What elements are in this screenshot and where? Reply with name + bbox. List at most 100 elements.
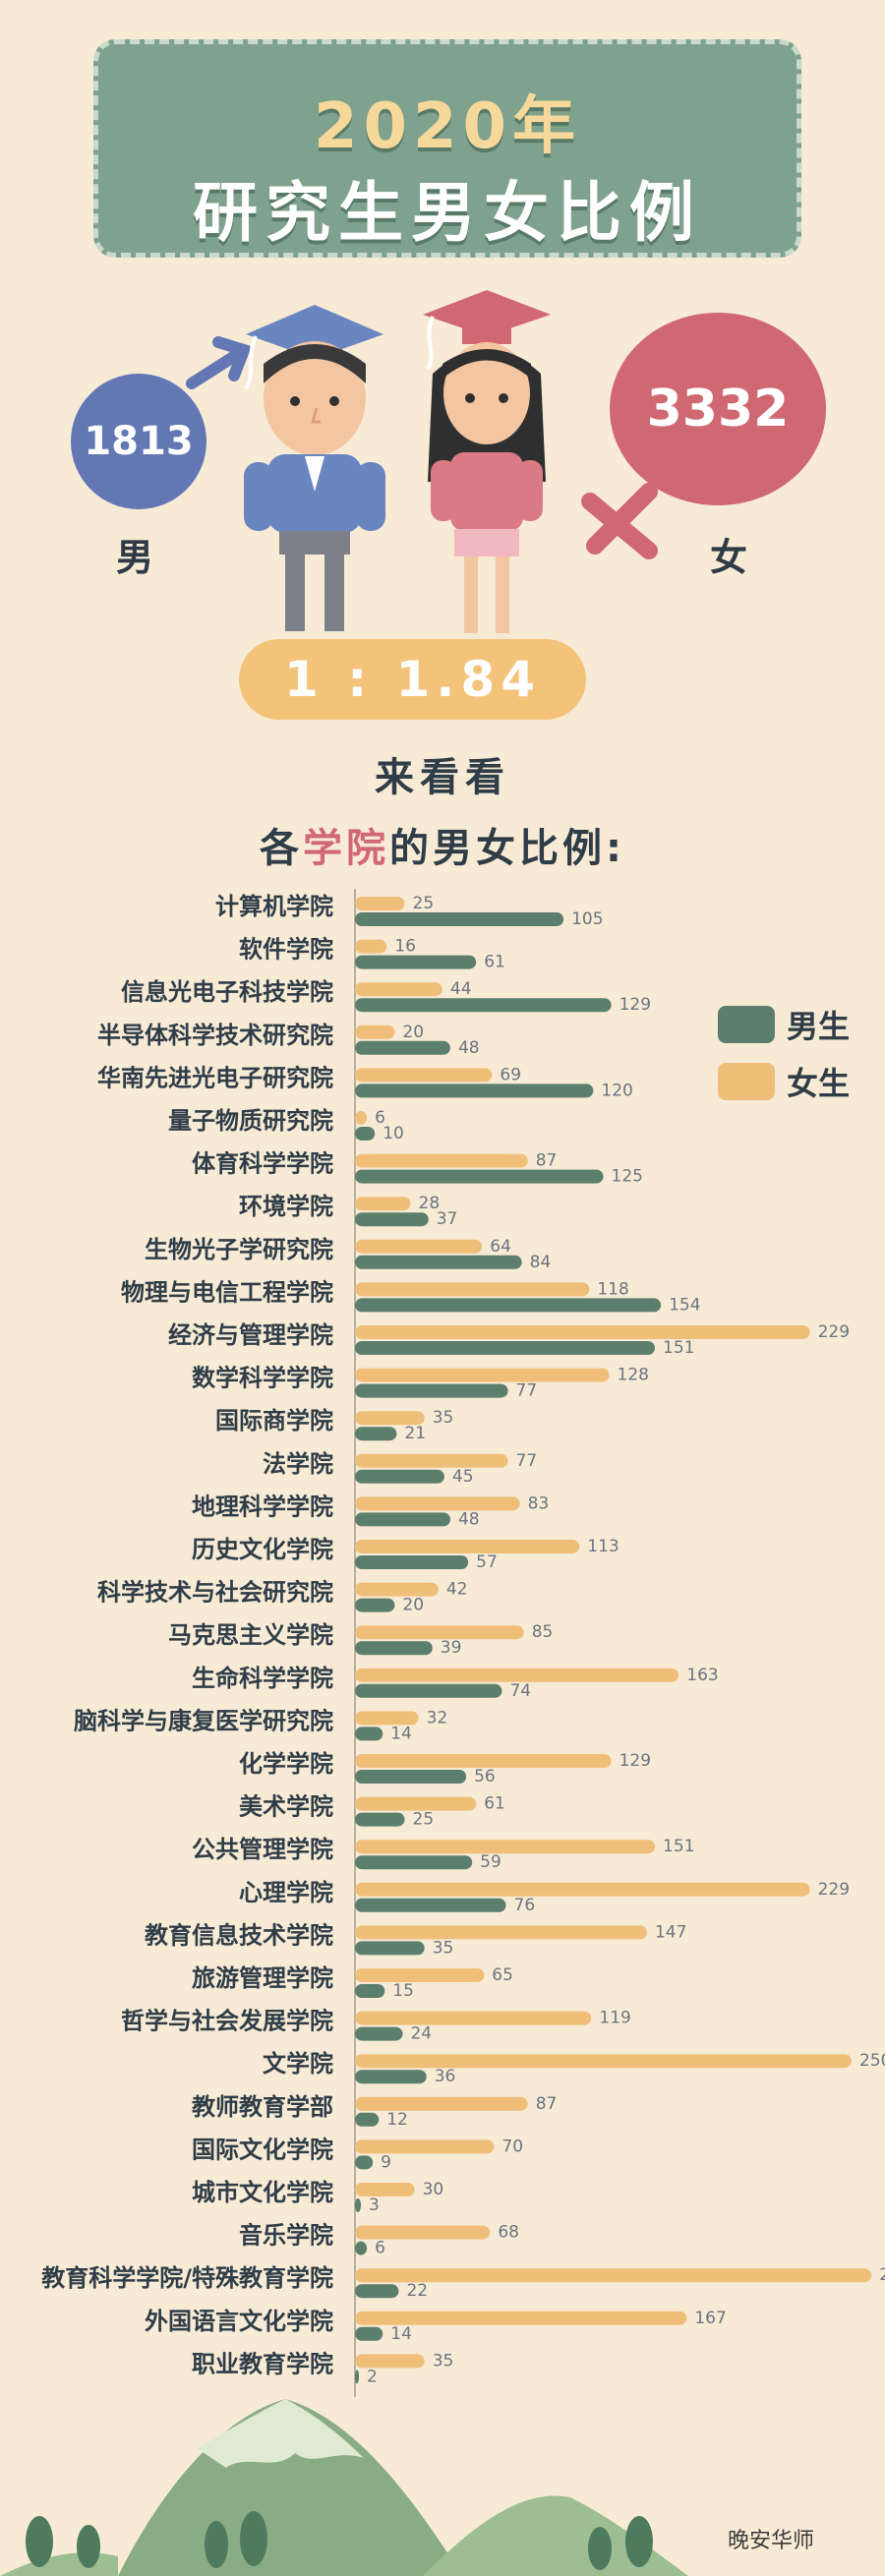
value-label-female: 35 <box>433 1408 454 1428</box>
category-label: 公共管理学院 <box>192 1836 333 1863</box>
category-label: 教育信息技术学院 <box>145 1921 333 1949</box>
value-label-male: 154 <box>669 1295 700 1315</box>
category-label: 美术学院 <box>239 1793 333 1821</box>
legend-swatch-male <box>718 1006 775 1043</box>
bar-male <box>355 1941 425 1956</box>
value-label-male: 57 <box>476 1552 498 1572</box>
value-label-female: 61 <box>484 1794 505 1814</box>
category-label: 生命科学学院 <box>192 1665 333 1692</box>
category-label: 马克思主义学院 <box>168 1621 333 1649</box>
subtitle-pre: 各 <box>260 826 303 871</box>
value-label-female: 77 <box>516 1451 538 1471</box>
value-label-female: 163 <box>686 1666 718 1685</box>
bar-female <box>355 2054 852 2069</box>
bar-male <box>355 1555 469 1569</box>
legend-swatch-female <box>718 1063 775 1100</box>
bar-male <box>355 1427 397 1441</box>
category-label: 法学院 <box>263 1450 333 1478</box>
category-label: 化学学院 <box>239 1750 333 1778</box>
bar-male <box>355 2155 374 2170</box>
category-label: 半导体科学技术研究院 <box>97 1022 333 1049</box>
bar-female <box>355 1668 679 1682</box>
category-label: 心理学院 <box>239 1879 333 1906</box>
value-label-female: 151 <box>663 1837 694 1856</box>
category-label: 国际文化学院 <box>192 2136 333 2163</box>
bar-male <box>355 2241 368 2255</box>
value-label-female: 250 <box>859 2051 885 2071</box>
category-label: 物理与电信工程学院 <box>121 1278 333 1306</box>
value-label-female: 260 <box>879 2265 885 2285</box>
bar-female <box>355 1968 485 1982</box>
value-label-female: 16 <box>394 937 416 957</box>
bar-female <box>355 1625 524 1640</box>
male-label: 男 <box>116 536 154 579</box>
category-label: 教育科学学院/特殊教育学院 <box>41 2264 333 2292</box>
value-label-female: 119 <box>599 2009 630 2028</box>
value-label-female: 85 <box>532 1622 554 1642</box>
value-label-female: 20 <box>402 1023 424 1042</box>
female-label: 女 <box>710 536 748 579</box>
bar-male <box>355 998 612 1013</box>
subtitle-line1: 来看看 <box>375 755 510 800</box>
category-label: 华南先进光电子研究院 <box>97 1064 333 1091</box>
value-label-male: 84 <box>530 1253 552 1272</box>
category-label: 哲学与社会发展学院 <box>121 2008 333 2035</box>
bar-female <box>355 1282 590 1297</box>
value-label-male: 48 <box>458 1509 480 1529</box>
bar-male <box>355 955 477 969</box>
value-label-male: 129 <box>620 995 651 1015</box>
value-label-female: 32 <box>427 1708 448 1727</box>
value-label-female: 229 <box>818 1880 850 1900</box>
value-label-female: 42 <box>446 1580 468 1600</box>
bar-male <box>355 1984 385 1998</box>
value-label-male: 21 <box>404 1424 426 1443</box>
bar-male <box>355 1040 450 1055</box>
bar-female <box>355 1754 612 1768</box>
category-label: 数学科学学院 <box>192 1365 333 1392</box>
category-label: 教师教育学部 <box>192 2093 333 2121</box>
value-label-male: 24 <box>410 2024 432 2044</box>
bar-male <box>355 1812 405 1827</box>
value-label-male: 120 <box>601 1081 632 1100</box>
ratio-badge: 1 : 1.84 <box>239 639 586 720</box>
girl-figure-icon <box>423 290 551 633</box>
category-label: 经济与管理学院 <box>168 1321 333 1349</box>
value-label-female: 229 <box>818 1322 850 1342</box>
value-label-female: 30 <box>423 2180 444 2199</box>
bar-male <box>355 1512 450 1527</box>
bar-male <box>355 1683 502 1698</box>
legend-item-female: 女生 <box>718 1060 850 1103</box>
bar-female <box>355 1711 419 1726</box>
bar-male <box>355 1469 444 1484</box>
bar-female <box>355 1325 810 1339</box>
category-label: 历史文化学院 <box>192 1536 333 1563</box>
bar-female <box>355 1068 493 1083</box>
category-label: 科学技术与社会研究院 <box>97 1579 333 1607</box>
value-label-female: 44 <box>450 979 472 999</box>
value-label-male: 45 <box>452 1467 474 1487</box>
bar-female <box>355 1153 528 1168</box>
value-label-male: 10 <box>383 1124 404 1143</box>
category-label: 脑科学与康复医学研究院 <box>73 1707 333 1734</box>
bar-female <box>355 1925 647 1940</box>
bar-female <box>355 1453 508 1468</box>
value-label-male: 36 <box>435 2067 456 2086</box>
bar-female <box>355 2096 528 2111</box>
bar-male <box>355 1770 467 1784</box>
bar-male <box>355 1169 604 1184</box>
bar-male <box>355 1341 656 1355</box>
title-year: 2020年 <box>313 90 582 163</box>
bar-male <box>355 2284 399 2299</box>
value-label-female: 28 <box>419 1194 441 1213</box>
tree-icon <box>26 2511 653 2570</box>
value-label-male: 59 <box>480 1852 502 1872</box>
value-label-male: 9 <box>381 2152 391 2172</box>
bar-female <box>355 1025 395 1039</box>
bar-male <box>355 2326 384 2341</box>
bar-male <box>355 1127 376 1141</box>
male-symbol-icon <box>186 336 252 389</box>
bar-female <box>355 1496 520 1511</box>
value-label-male: 6 <box>375 2239 385 2258</box>
value-label-female: 167 <box>694 2309 726 2328</box>
value-label-male: 15 <box>392 1981 414 2001</box>
